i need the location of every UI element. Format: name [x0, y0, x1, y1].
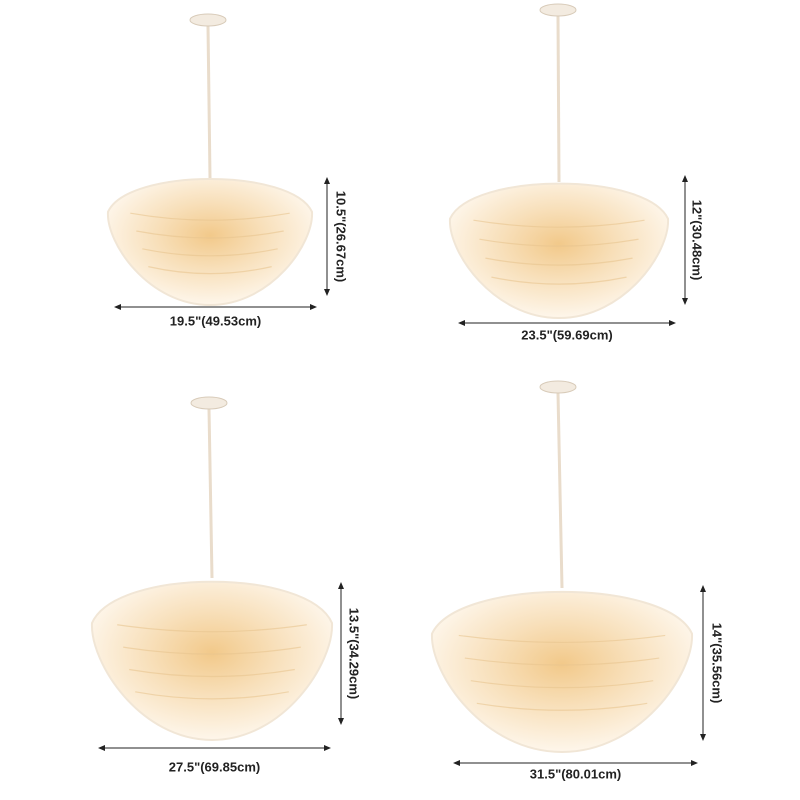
feather-layer: [117, 624, 307, 633]
cord: [556, 15, 561, 183]
width-label: 31.5"(80.01cm): [530, 766, 621, 781]
canopy: [539, 3, 577, 17]
height-label: 10.5"(26.67cm): [334, 191, 349, 282]
feather-layer: [142, 248, 278, 257]
feather-layer: [476, 702, 648, 711]
canopy: [190, 396, 228, 410]
feather-layer: [491, 276, 627, 285]
feather-layer: [464, 657, 660, 666]
feather-layer: [130, 212, 290, 221]
feather-layer: [470, 680, 654, 689]
cord: [206, 25, 212, 179]
feather-shade: [90, 580, 334, 742]
feather-layer: [485, 257, 633, 266]
feather-layer: [136, 230, 284, 239]
feather-shade: [448, 182, 670, 320]
canopy: [189, 13, 227, 27]
width-label: 23.5"(59.69cm): [521, 327, 612, 342]
lamps: 10.5"(26.67cm) 19.5"(49.53cm) 12"(30.48cm)…: [90, 3, 725, 781]
feather-layer: [135, 691, 289, 700]
height-label: 12"(30.48cm): [690, 200, 705, 281]
width-label: 27.5"(69.85cm): [169, 759, 260, 774]
cord: [207, 408, 214, 579]
height-label: 13.5"(34.29cm): [347, 608, 362, 699]
feather-shade: [106, 178, 314, 307]
cord: [556, 392, 564, 589]
feather-layer: [123, 646, 301, 655]
canopy: [539, 380, 577, 394]
feather-layer: [458, 634, 666, 643]
width-label: 19.5"(49.53cm): [170, 313, 261, 328]
feather-shade: [430, 591, 694, 754]
feather-layer: [479, 238, 639, 247]
height-label: 14"(35.56cm): [710, 623, 725, 704]
feather-layer: [129, 668, 295, 678]
feather-layer: [473, 219, 645, 228]
feather-layer: [148, 266, 272, 275]
